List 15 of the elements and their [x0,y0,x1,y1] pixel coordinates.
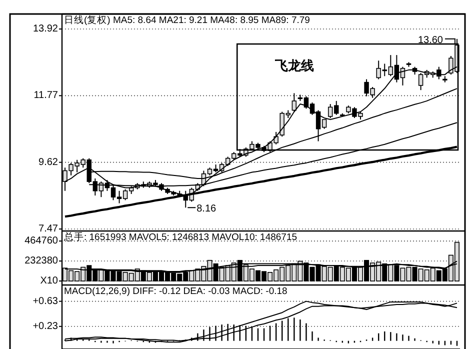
chart-title: 日线(复权) MA5: 8.64 MA21: 9.21 MA48: 8.95 MA89: 7.79 [64,14,310,26]
annotation: 8.16 [196,204,217,215]
y-tick-label: 7.47 [38,224,58,234]
chart-title: 总手: 1651993 MAVOL5: 1246813 MAVOL10: 1486715 [63,231,298,243]
y-tick-label: 13.92 [32,24,58,34]
annotation: 飞龙线 [274,58,314,73]
annotation: 13.60 [418,34,444,46]
y-tick-label: +0.23 [32,320,58,332]
y-tick-label: 232380 [24,256,58,267]
y-tick-label: +0.63 [32,296,58,307]
y-tick-label: 11.77 [34,90,58,102]
y-tick-label: X10 [40,276,58,286]
y-tick-label: 9.62 [38,156,58,168]
y-tick-label: 464760 [24,236,58,247]
chart-title: MACD(12,26,9) DIFF: -0.12 DEA: -0.03 MACD: -0.18 [64,286,288,297]
